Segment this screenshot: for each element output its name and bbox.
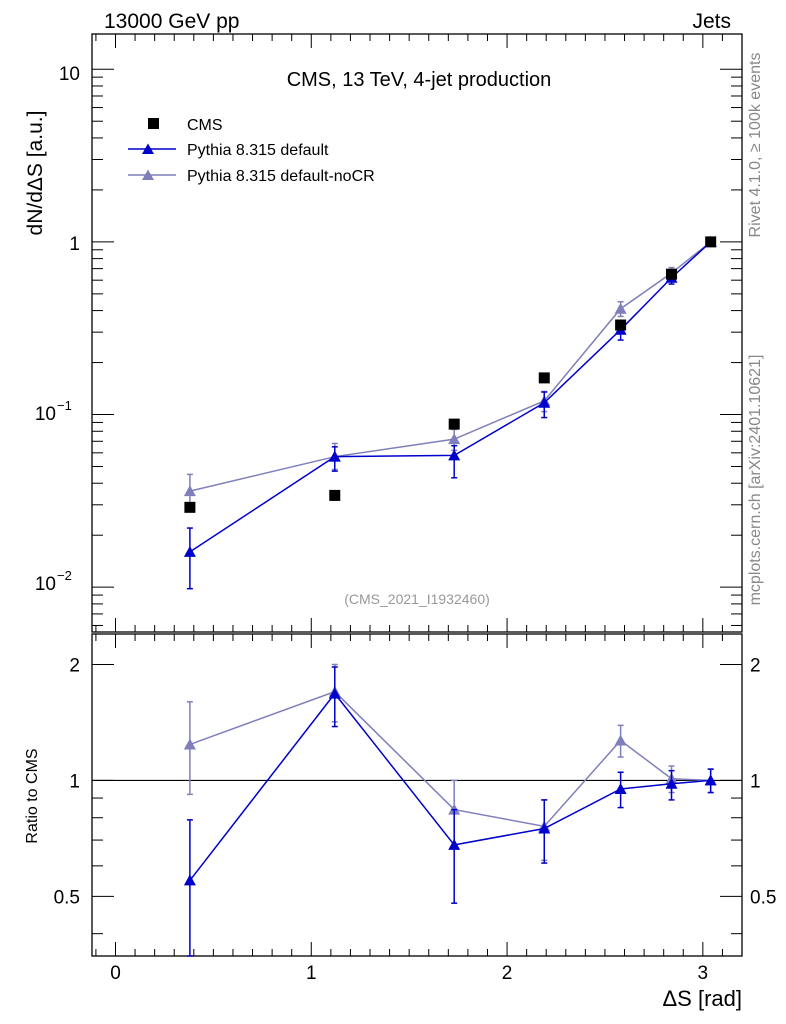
legend-nocr-marker: [142, 169, 154, 180]
rivet-label: Rivet 4.1.0, ≥ 100k events: [747, 53, 764, 238]
main-axis-ticks: [92, 34, 743, 632]
ratio-nocr-point: [614, 734, 627, 746]
analysis-id: (CMS_2021_I1932460): [344, 591, 490, 607]
ratio-default-point: [448, 838, 461, 850]
ratio-default-point: [538, 822, 551, 834]
x-tick-label: 3: [698, 963, 709, 984]
y-tick-label-0.1: 10: [35, 404, 56, 425]
y-tick-label-0.01-exponent: −2: [57, 568, 72, 583]
legend-nocr-label: Pythia 8.315 default-noCR: [187, 168, 375, 185]
ratio-nocr-point: [183, 738, 196, 750]
y-tick-label-0.01: 10: [35, 574, 56, 595]
main-plot-frame: [91, 33, 743, 633]
x-axis-label: ΔS [rad]: [662, 986, 742, 1011]
ratio-default-point: [614, 782, 627, 794]
series-default-point: [538, 396, 551, 408]
main-y-tick-labels: 10 1 10 −1 10 −2: [35, 64, 80, 595]
ratio-series-layer: [183, 663, 717, 957]
legend-default-label: Pythia 8.315 default: [187, 142, 329, 159]
ratio-tick-label-right: 2: [750, 655, 761, 676]
cms-data-point: [329, 489, 341, 501]
cms-data-point: [705, 236, 717, 248]
ratio-default-point: [665, 777, 678, 789]
chart-title: CMS, 13 TeV, 4-jet production: [287, 69, 552, 91]
mcplots-label: mcplots.cern.ch [arXiv:2401.10621]: [747, 355, 764, 606]
x-tick-label: 2: [502, 963, 513, 984]
y-tick-label-0.01-base: 10: [35, 574, 56, 595]
ratio-default-line: [189, 692, 711, 881]
series-default-point: [183, 545, 196, 557]
ratio-default-point: [183, 874, 196, 886]
y-tick-label-0.1-exponent: −1: [57, 398, 72, 413]
cms-data-point: [448, 418, 460, 430]
process-label: 13000 GeV pp: [104, 10, 239, 33]
legend: CMS Pythia 8.315 default Pythia 8.315 de…: [128, 117, 375, 185]
cms-data-point: [615, 319, 627, 331]
ratio-default-point: [704, 774, 717, 786]
y-tick-label-1: 1: [69, 234, 80, 255]
legend-cms-label: CMS: [187, 117, 223, 134]
y-axis-label: dN/dΔS [a.u.]: [24, 111, 47, 236]
ratio-tick-label-right: 1: [750, 771, 761, 792]
series-nocr-line: [189, 241, 712, 492]
legend-cms-marker: [148, 118, 159, 129]
ratio-tick-label-right: 0.5: [750, 887, 776, 908]
main-series-layer: [183, 235, 717, 590]
ratio-nocr-line: [189, 690, 711, 828]
ratio-tick-label-left: 0.5: [54, 887, 80, 908]
cms-data-point: [184, 501, 196, 513]
data-points-layer: [184, 236, 717, 513]
y-tick-label-10: 10: [59, 64, 80, 85]
ratio-tick-label-left: 2: [69, 655, 80, 676]
ratio-tick-label-left: 1: [69, 771, 80, 792]
ratio-y-tick-labels: 0.5 0.5 1 1 2 2: [54, 655, 777, 908]
ratio-plot-frame: [91, 633, 743, 957]
cms-data-point: [538, 372, 550, 384]
x-tick-label: 1: [306, 963, 317, 984]
x-tick-label: 0: [110, 963, 121, 984]
ratio-default-point: [328, 687, 341, 699]
legend-default-marker: [142, 143, 154, 154]
series-default-point: [328, 450, 341, 462]
cms-data-point: [666, 268, 678, 280]
series-default-point: [448, 449, 461, 461]
series-nocr-point: [614, 302, 627, 314]
series-nocr-point: [183, 485, 196, 497]
ratio-y-axis-label: Ratio to CMS: [24, 748, 41, 843]
category-label: Jets: [692, 10, 731, 33]
x-tick-labels: 0 1 2 3: [110, 963, 708, 984]
y-tick-label-0.1-base: 10: [35, 404, 56, 425]
series-nocr-point: [448, 433, 461, 445]
series-default-line: [189, 241, 712, 553]
